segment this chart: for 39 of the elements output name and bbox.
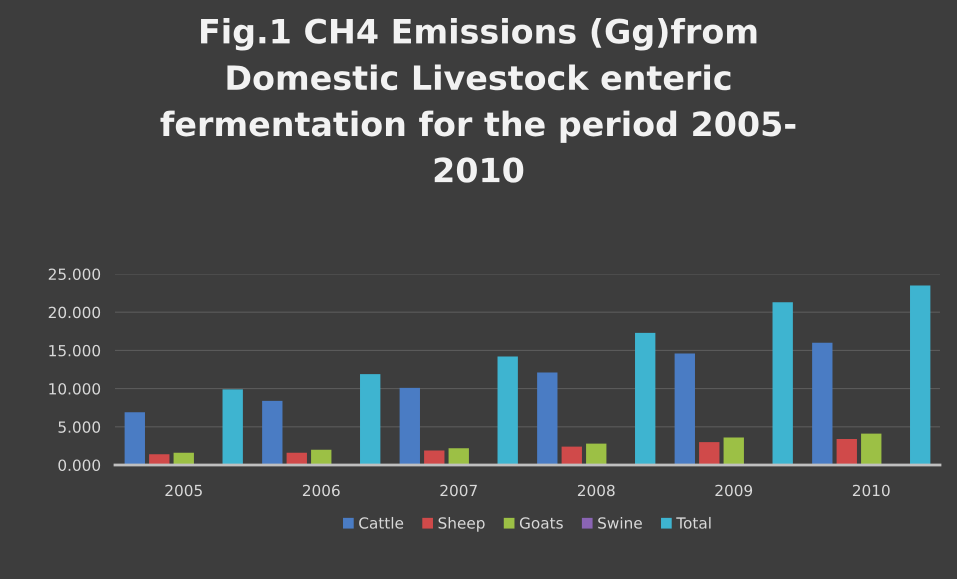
bar — [812, 342, 832, 465]
bar — [124, 412, 145, 465]
bar — [498, 356, 518, 465]
bar — [724, 437, 744, 465]
y-tick-label: 0.000 — [58, 459, 100, 472]
bar — [262, 400, 282, 465]
bar — [586, 444, 606, 465]
x-tick-label: 2009 — [715, 484, 752, 496]
bar — [311, 450, 332, 465]
bar — [861, 434, 882, 465]
x-tick-label: 2005 — [165, 484, 202, 496]
legend-label: Cattle — [359, 516, 404, 529]
y-tick-label: 10.000 — [49, 383, 100, 395]
bar — [424, 450, 444, 465]
y-tick-label: 20.000 — [48, 306, 100, 318]
x-tick-label: 2010 — [852, 484, 890, 496]
bar — [400, 388, 420, 465]
y-tick-label: 25.000 — [48, 268, 100, 280]
bar — [222, 389, 243, 465]
bar — [537, 372, 558, 465]
legend-label: Total — [676, 516, 711, 529]
bar — [836, 439, 857, 465]
y-tick-label: 15.000 — [49, 344, 100, 356]
bar — [360, 374, 380, 465]
legend-label: Sheep — [438, 516, 485, 532]
bar — [562, 446, 582, 465]
x-tick-label: 2006 — [302, 484, 340, 496]
legend-label: Swine — [598, 516, 642, 529]
x-tick-label: 2008 — [578, 484, 615, 496]
bar — [910, 285, 930, 465]
y-tick-label: 5.000 — [58, 421, 100, 433]
legend-label: Goats — [520, 517, 563, 529]
bar — [674, 353, 695, 465]
bar — [635, 332, 656, 465]
x-tick-label: 2007 — [440, 484, 477, 496]
bar — [772, 302, 793, 465]
bar — [699, 442, 720, 465]
bar — [448, 448, 469, 465]
chart-title: Fig.1 CH4 Emissions (Gg)from Domestic Livestock enteric fermentation for the period 2005- 2010 — [160, 18, 796, 183]
